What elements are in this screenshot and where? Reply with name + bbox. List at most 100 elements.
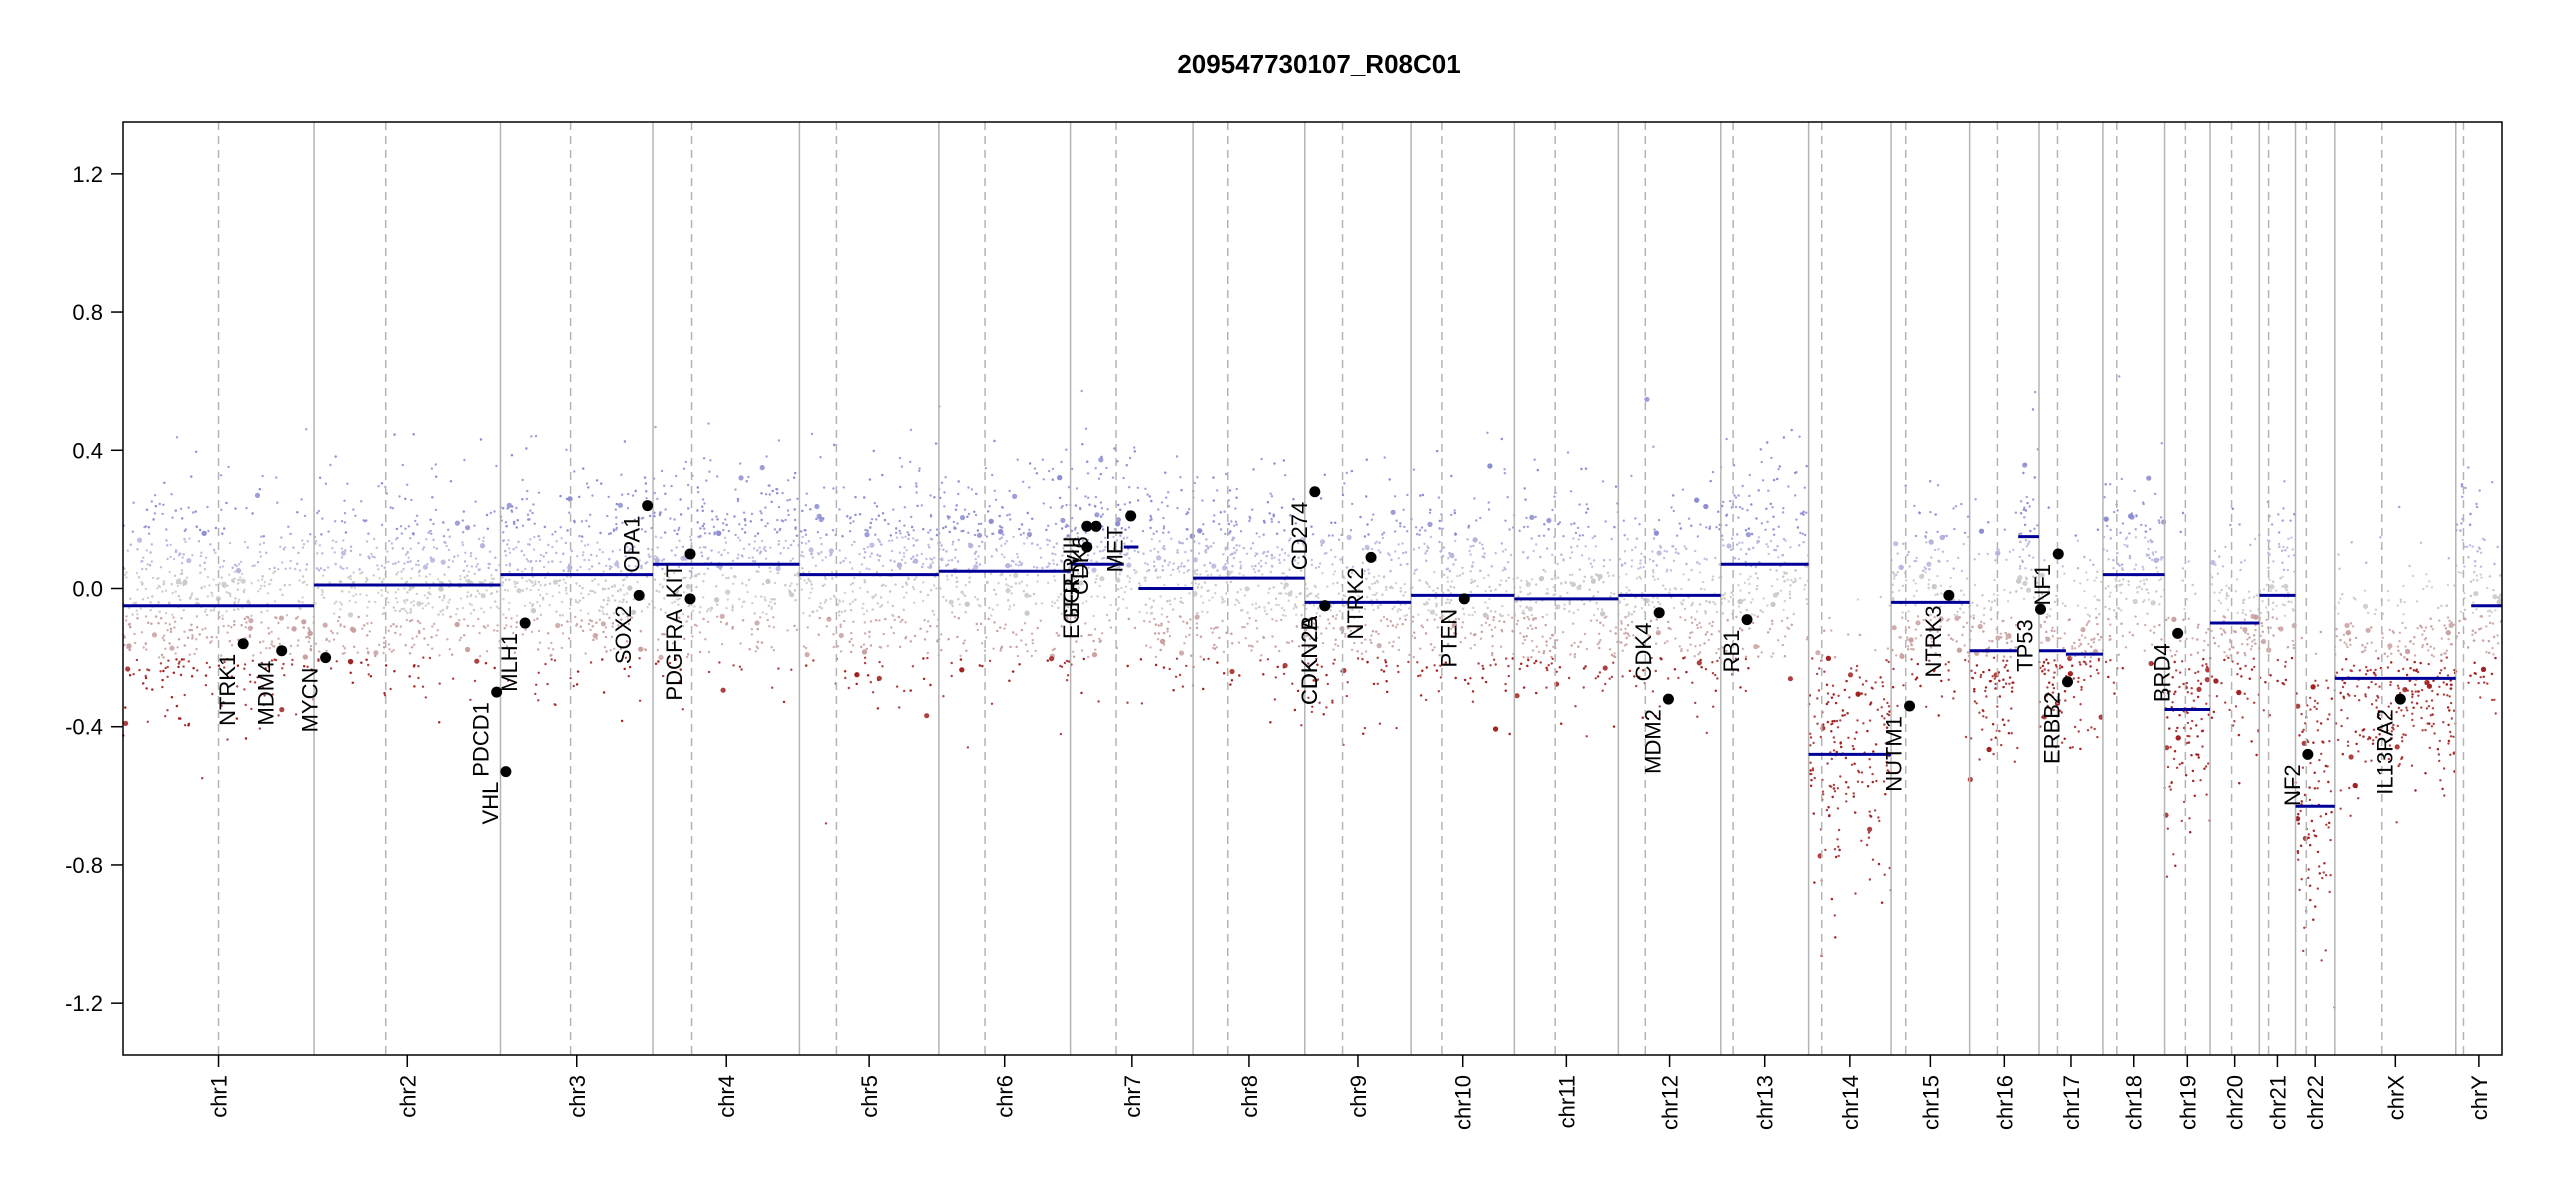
- probe-point: [259, 651, 262, 654]
- probe-point: [164, 589, 168, 592]
- probe-point: [851, 600, 855, 603]
- probe-point: [339, 623, 342, 626]
- probe-point: [1255, 532, 1258, 535]
- probe-point: [1382, 576, 1386, 579]
- probe-point: [1576, 608, 1580, 611]
- probe-point: [991, 473, 994, 477]
- probe-point: [2339, 807, 2342, 810]
- probe-point: [553, 659, 557, 662]
- probe-point: [301, 601, 304, 604]
- probe-point: [2358, 734, 2362, 737]
- probe-point: [786, 509, 790, 512]
- probe-point: [654, 425, 657, 429]
- probe-point: [1651, 601, 1654, 604]
- probe-point: [1739, 572, 1742, 576]
- probe-point: [215, 583, 218, 587]
- probe-point: [1179, 476, 1182, 479]
- probe-point: [2187, 617, 2190, 620]
- probe-point: [2370, 680, 2373, 684]
- probe-point: [1139, 584, 1142, 587]
- probe-point: [2236, 662, 2239, 665]
- probe-point: [1665, 570, 1669, 573]
- probe-point: [848, 561, 852, 564]
- probe-point: [1973, 700, 1977, 703]
- probe-point: [898, 551, 902, 554]
- probe-point: [150, 500, 153, 503]
- probe-point: [1730, 506, 1733, 509]
- probe-point: [1892, 667, 1895, 671]
- probe-point: [2475, 574, 2478, 577]
- probe-point: [1310, 710, 1314, 714]
- probe-point: [463, 458, 466, 462]
- probe-point: [551, 545, 554, 549]
- probe-point: [2443, 667, 2446, 670]
- probe-point: [1784, 635, 1787, 638]
- probe-point: [330, 629, 333, 633]
- probe-point: [625, 576, 628, 579]
- probe-point: [2307, 876, 2310, 880]
- probe-point: [428, 587, 431, 590]
- probe-point: [1867, 836, 1871, 839]
- probe-point: [2053, 659, 2056, 662]
- probe-point: [2286, 568, 2290, 572]
- probe-point: [1623, 550, 1627, 553]
- probe-point: [400, 577, 404, 580]
- probe-point: [1507, 664, 1510, 668]
- probe-point: [2158, 579, 2161, 582]
- probe-point: [1947, 660, 1950, 664]
- probe-point: [1691, 631, 1694, 634]
- probe-point: [1631, 548, 1634, 552]
- probe-point: [801, 535, 804, 539]
- probe-point: [169, 555, 172, 559]
- probe-point: [580, 540, 583, 543]
- probe-point: [508, 551, 512, 554]
- probe-point: [1779, 589, 1783, 592]
- probe-point: [2282, 507, 2285, 510]
- probe-point: [838, 632, 844, 639]
- probe-point: [279, 545, 282, 548]
- probe-point: [2447, 742, 2450, 745]
- probe-point: [1777, 525, 1781, 528]
- probe-point: [1519, 586, 1522, 589]
- probe-point: [742, 600, 745, 604]
- probe-point: [1018, 582, 1021, 585]
- probe-point: [396, 571, 400, 574]
- probe-point: [459, 597, 463, 600]
- probe-point: [1855, 664, 1859, 668]
- probe-point: [2147, 598, 2151, 601]
- probe-point: [2445, 683, 2449, 686]
- probe-point: [673, 600, 677, 603]
- probe-point: [2140, 587, 2144, 591]
- probe-point: [553, 579, 559, 585]
- probe-point: [1790, 578, 1793, 582]
- probe-point: [249, 680, 252, 683]
- probe-point: [2442, 681, 2445, 684]
- probe-point: [2448, 622, 2454, 629]
- probe-point: [1878, 819, 1881, 823]
- probe-point: [1184, 584, 1187, 587]
- probe-point: [2116, 509, 2119, 512]
- probe-point: [702, 457, 706, 460]
- probe-point: [1160, 613, 1164, 616]
- probe-point: [1668, 627, 1671, 630]
- probe-point: [1390, 509, 1396, 515]
- probe-point: [2014, 511, 2018, 514]
- probe-point: [2135, 586, 2139, 589]
- probe-point: [1199, 573, 1202, 576]
- probe-point: [555, 622, 561, 629]
- probe-point: [2249, 648, 2253, 651]
- probe-point: [2374, 649, 2378, 653]
- probe-point: [1376, 643, 1382, 649]
- probe-point: [591, 589, 595, 593]
- probe-point: [2018, 532, 2021, 536]
- probe-point: [2089, 656, 2093, 659]
- probe-point: [1040, 602, 1044, 605]
- probe-point: [1403, 583, 1406, 586]
- probe-point: [2281, 575, 2284, 578]
- probe-point: [1581, 534, 1585, 537]
- probe-point: [2406, 709, 2409, 712]
- probe-point: [270, 659, 274, 662]
- probe-point: [808, 597, 811, 600]
- probe-point: [967, 531, 970, 534]
- probe-point: [1350, 648, 1354, 651]
